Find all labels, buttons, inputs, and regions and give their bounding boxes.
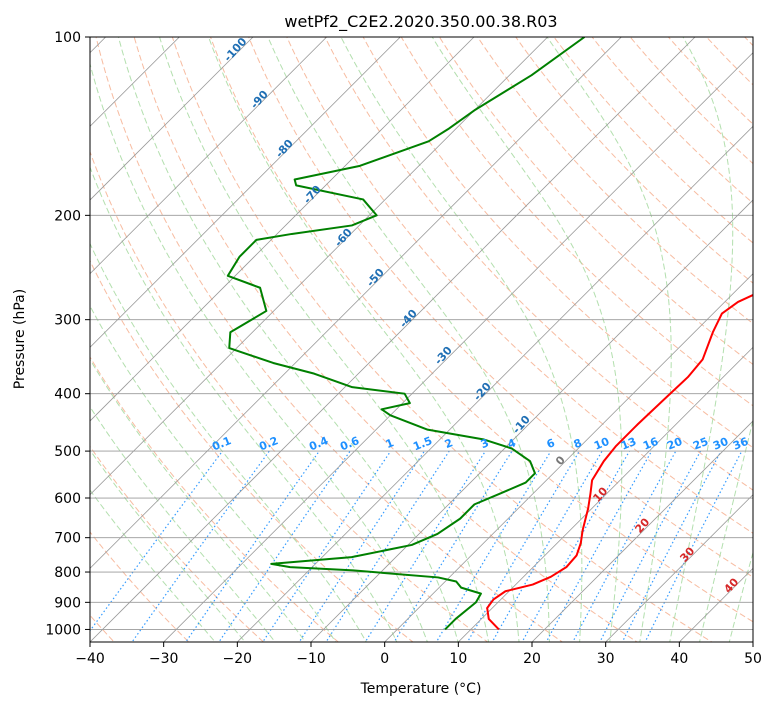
isotherm <box>90 37 401 348</box>
mixing-ratio-label: 8 <box>572 436 584 451</box>
y-axis-label: Pressure (hPa) <box>12 289 28 389</box>
dry-adiabat <box>90 356 340 642</box>
y-tick-label: 700 <box>54 531 81 547</box>
mixing-ratio-line <box>325 450 450 642</box>
mixing-ratio-line <box>262 450 392 642</box>
mixing-ratio-line <box>491 450 603 642</box>
dry-adiabat <box>286 37 753 534</box>
dry-adiabat <box>400 37 753 407</box>
isotherm <box>90 37 475 422</box>
dry-adiabat <box>90 445 265 642</box>
y-tick-label: 800 <box>54 565 81 581</box>
moist-adiabat <box>669 37 734 642</box>
isotherm <box>384 273 753 642</box>
isotherm <box>310 199 753 642</box>
dry-adiabat <box>362 37 753 449</box>
mixing-ratio-line <box>644 450 743 642</box>
isotherm <box>163 52 753 642</box>
x-tick-label: −20 <box>223 651 253 667</box>
x-tick-label: 40 <box>670 651 688 667</box>
mixing-ratio-line <box>131 450 270 642</box>
plot-frame <box>89 36 754 643</box>
chart-title: wetPf2_C2E2.2020.350.00.38.R03 <box>284 12 557 32</box>
mixing-ratio-line <box>218 450 351 642</box>
x-tick-label: −10 <box>296 651 326 667</box>
dry-adiabat <box>90 259 414 642</box>
isotherm <box>90 37 254 201</box>
dry-adiabat <box>553 37 753 244</box>
mixing-ratio-label: 10 <box>592 435 611 453</box>
y-tick-label: 100 <box>54 30 81 46</box>
dry-adiabat <box>324 37 753 491</box>
x-tick-label: 0 <box>380 651 389 667</box>
isotherm <box>605 494 753 642</box>
dry-adiabat <box>95 37 564 642</box>
mixing-ratio-label: 20 <box>665 435 684 453</box>
mixing-ratio-label: 2 <box>443 436 455 451</box>
dry-adiabat <box>248 37 753 578</box>
isotherm <box>236 125 753 642</box>
dry-adiabat <box>90 150 489 642</box>
dry-adiabat <box>591 37 753 204</box>
x-tick-label: −40 <box>75 651 105 667</box>
isotherm <box>90 37 549 496</box>
y-tick-label: 200 <box>54 208 81 224</box>
mixing-ratio-line <box>435 450 552 642</box>
mixing-ratio-label: 3 <box>479 436 491 451</box>
mixing-ratio-line <box>545 450 653 642</box>
mixing-ratio-line <box>185 450 320 642</box>
isotherm <box>531 420 753 642</box>
isotherm <box>90 37 328 275</box>
dry-adiabat <box>133 37 638 642</box>
mixing-ratio-label: 25 <box>691 435 710 453</box>
dry-adiabat <box>209 37 753 623</box>
x-tick-label: −30 <box>149 651 179 667</box>
y-tick-label: 400 <box>54 387 81 403</box>
dry-adiabat <box>515 37 753 284</box>
dewpoint-profile-line <box>226 37 586 631</box>
x-tick-label: 30 <box>597 651 615 667</box>
mixing-ratio-label: 13 <box>619 435 638 453</box>
x-axis-label: Temperature (°C) <box>360 681 482 697</box>
x-tick-label: 20 <box>523 651 541 667</box>
isotherm <box>457 346 753 642</box>
y-tick-label: 600 <box>54 491 81 507</box>
x-tick-label: 50 <box>744 651 762 667</box>
mixing-ratio-line <box>466 450 580 642</box>
y-tick-label: 900 <box>54 595 81 611</box>
mixing-ratio-line <box>298 450 425 642</box>
dry-adiabat <box>171 37 713 642</box>
x-tick-label: 10 <box>449 651 467 667</box>
mixing-ratio-label: 1 <box>384 436 396 451</box>
mixing-ratio-label: 16 <box>641 435 660 453</box>
dry-adiabat <box>477 37 753 325</box>
dry-adiabat <box>438 37 753 366</box>
mixing-ratio-label: 36 <box>731 435 750 453</box>
y-tick-label: 1000 <box>45 622 81 638</box>
moist-adiabat <box>208 37 520 642</box>
y-tick-label: 500 <box>54 444 81 460</box>
mixing-ratio-label: 30 <box>711 435 730 453</box>
isotherm <box>90 37 622 569</box>
isotherm <box>90 37 696 642</box>
temperature-profile-line <box>486 293 753 631</box>
moist-adiabat <box>90 304 337 642</box>
y-tick-label: 300 <box>54 313 81 329</box>
